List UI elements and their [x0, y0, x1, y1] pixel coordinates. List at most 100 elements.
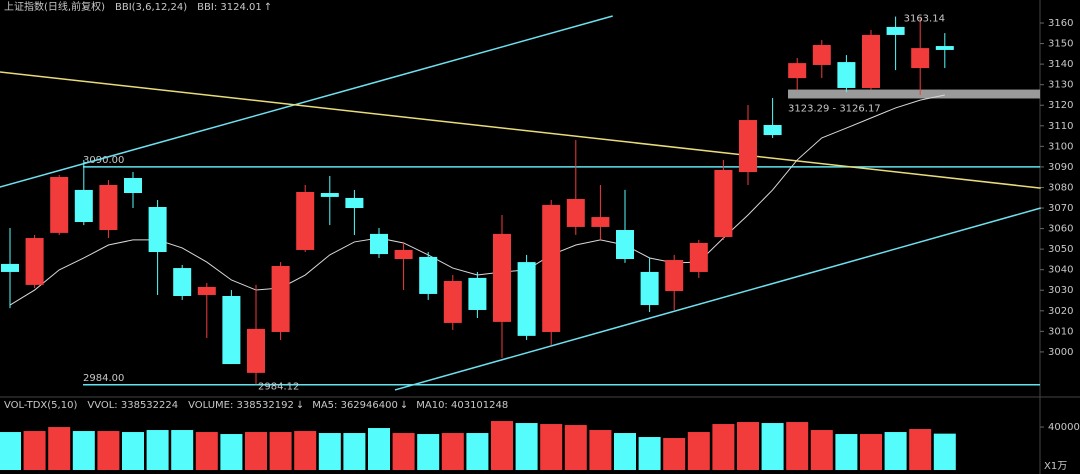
max-label: 3163.14 — [904, 14, 945, 25]
volume-bar — [933, 433, 956, 470]
candle-body — [640, 271, 659, 306]
volume-bar — [589, 430, 612, 470]
header-arrow: ↑ — [264, 2, 272, 13]
volume-bar — [245, 432, 267, 470]
volume-bar — [72, 431, 95, 470]
candle-body — [99, 185, 118, 231]
volume-bar — [909, 429, 932, 470]
volume-bar — [761, 423, 784, 470]
unit-label: X1万 — [1044, 461, 1067, 472]
candle-body — [1, 263, 19, 272]
volume-bar — [417, 434, 440, 470]
candle-body — [468, 277, 487, 310]
volume-bar — [368, 428, 390, 470]
y-tick-label: 3110 — [1048, 121, 1073, 132]
volume-bar — [195, 432, 218, 470]
candle-body — [173, 268, 192, 297]
y-tick-label: 3120 — [1048, 100, 1073, 111]
volume-bar — [663, 438, 686, 470]
candle-body — [25, 238, 44, 285]
volume-bar — [392, 433, 415, 470]
volume-bar — [564, 425, 587, 470]
volume-bar — [23, 431, 46, 470]
candle-body — [517, 262, 536, 336]
min-label: 2984.12 — [258, 382, 299, 393]
candle-body — [419, 256, 438, 294]
volume-bar — [712, 424, 735, 470]
price-band — [788, 89, 1040, 99]
y-tick-label: 3030 — [1048, 285, 1073, 296]
candle-body — [124, 178, 142, 194]
candle-body — [763, 124, 782, 136]
candle-body — [616, 230, 634, 260]
candle-body — [542, 204, 561, 332]
candle-body — [148, 206, 167, 253]
y-tick-label: 3000 — [1048, 347, 1073, 358]
volume-bar — [515, 423, 538, 470]
volume-bar — [0, 432, 21, 470]
header-arrow: ↓ — [400, 400, 408, 411]
candle-body — [74, 189, 93, 223]
volume-bar — [786, 422, 809, 470]
volume-bar — [294, 431, 317, 470]
volume-bar — [48, 427, 71, 470]
y-tick-label: 3140 — [1048, 59, 1073, 70]
y-tick-label: 3090 — [1048, 162, 1073, 173]
candle-body — [370, 233, 388, 255]
candle-body — [320, 193, 339, 197]
volume-bar — [687, 432, 710, 470]
volume-bar — [835, 434, 858, 470]
candle-body — [394, 249, 413, 260]
y-tick-label: 3050 — [1048, 244, 1073, 255]
volume-bar — [466, 433, 489, 470]
volume-bar — [737, 422, 759, 470]
volume-bar — [220, 434, 243, 470]
candle-body — [566, 198, 585, 227]
trend-line — [0, 71, 1041, 189]
volume-bar — [171, 430, 194, 470]
level-label: 3090.00 — [83, 155, 124, 166]
candle-body — [739, 120, 757, 173]
candle-body — [935, 46, 954, 50]
candle-body — [714, 169, 733, 238]
volume-bar — [638, 437, 661, 470]
candle-body — [247, 328, 265, 373]
candle-body — [222, 296, 241, 365]
header-text: MA5: 362946400 — [312, 400, 398, 411]
candle-body — [345, 197, 364, 209]
candle-body — [443, 280, 462, 323]
candle-body — [493, 233, 511, 322]
candle-body — [788, 63, 807, 79]
chart-title: 上证指数(日线,前复权) — [4, 0, 105, 13]
header-text: BBI(3,6,12,24) — [115, 2, 187, 13]
band-label: 3123.29 - 3126.17 — [788, 103, 881, 114]
volume-bar — [343, 433, 366, 470]
header-text: VVOL: 338532224 — [87, 400, 178, 411]
candle-body — [50, 176, 69, 233]
candle-body — [911, 48, 930, 69]
trend-line — [0, 15, 613, 188]
volume-bar — [884, 432, 907, 470]
candle-body — [296, 191, 315, 250]
volume-bar — [614, 433, 636, 470]
volume-bar — [860, 434, 882, 470]
y-tick-label: 40000 — [1048, 422, 1080, 433]
candle-body — [862, 34, 880, 88]
candle-body — [837, 62, 856, 88]
header-text: BBI: 3124.01 — [197, 2, 262, 13]
y-tick-label: 3070 — [1048, 203, 1073, 214]
y-tick-label: 3020 — [1048, 306, 1073, 317]
volume-bar — [441, 433, 464, 470]
volume-bar — [97, 431, 120, 470]
candle-body — [197, 286, 216, 295]
header-arrow: ↓ — [296, 400, 304, 411]
candle-body — [812, 45, 831, 65]
y-tick-label: 3080 — [1048, 182, 1073, 193]
candle-body — [665, 260, 684, 292]
candle-body — [591, 217, 610, 227]
y-tick-label: 3150 — [1048, 39, 1073, 50]
volume-bar — [318, 433, 341, 470]
volume-bar — [540, 424, 563, 470]
header-text: MA10: 403101248 — [416, 400, 508, 411]
